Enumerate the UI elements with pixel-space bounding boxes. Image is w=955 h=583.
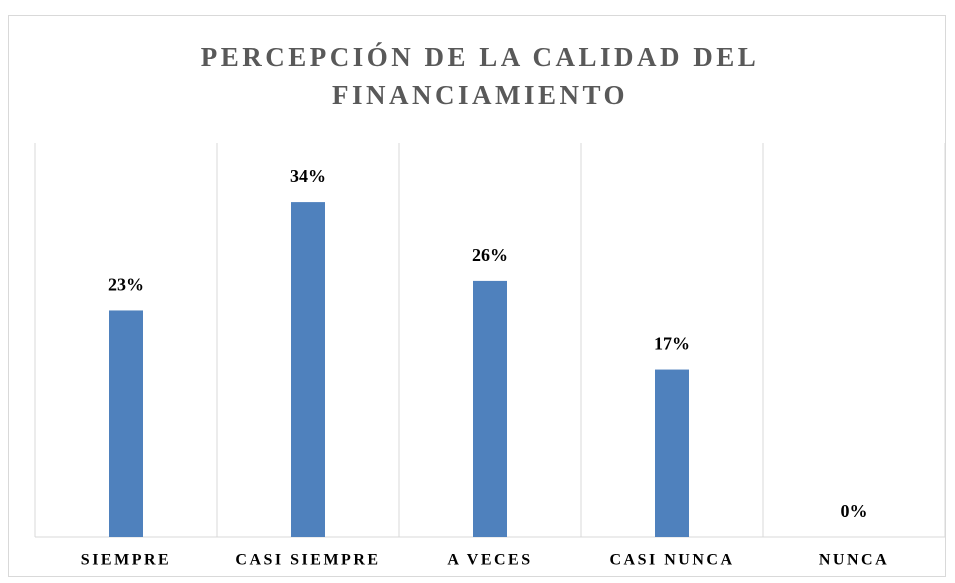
x-tick-label: CASI NUNCA (609, 552, 734, 569)
value-label: 26% (472, 245, 508, 265)
x-tick-label: A VECES (447, 552, 532, 569)
x-tick-label: NUNCA (819, 552, 889, 569)
bar (291, 202, 325, 537)
x-tick-label: SIEMPRE (81, 552, 171, 569)
bar (109, 310, 143, 537)
value-label: 23% (108, 275, 144, 295)
value-label: 0% (841, 501, 868, 521)
bar (655, 369, 689, 537)
value-label: 17% (654, 334, 690, 354)
chart-title: PERCEPCIÓN DE LA CALIDAD DEL FINANCIAMIE… (200, 42, 760, 110)
bar (473, 280, 507, 537)
value-label: 34% (290, 166, 326, 186)
x-tick-label: CASI SIEMPRE (235, 552, 380, 569)
